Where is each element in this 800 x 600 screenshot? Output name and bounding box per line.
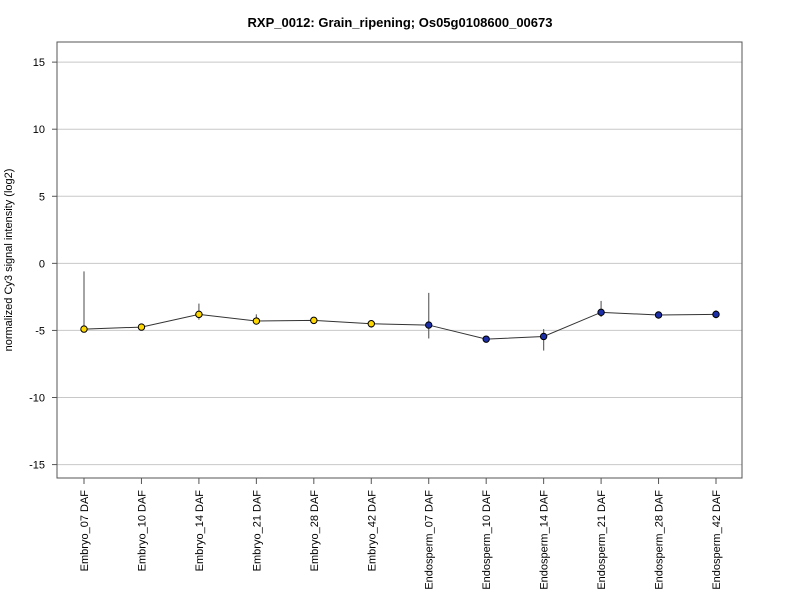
y-tick-label: 5 bbox=[39, 191, 45, 203]
plot-frame bbox=[56, 41, 743, 479]
y-tick-label: -15 bbox=[29, 460, 45, 472]
chart-title: RXP_0012: Grain_ripening; Os05g0108600_0… bbox=[248, 15, 553, 30]
x-tick-label: Endosperm_10 DAF bbox=[481, 490, 493, 590]
x-tick-label: Embryo_14 DAF bbox=[194, 490, 206, 572]
y-axis-label: normalized Cy3 signal intensity (log2) bbox=[3, 169, 15, 352]
x-tick-label: Endosperm_07 DAF bbox=[424, 490, 436, 590]
x-tick-label: Embryo_42 DAF bbox=[366, 490, 378, 572]
y-tick-label: -5 bbox=[35, 325, 45, 337]
x-tick-label: Endosperm_21 DAF bbox=[596, 490, 608, 590]
x-tick-label: Endosperm_14 DAF bbox=[539, 490, 551, 590]
y-tick-label: 0 bbox=[39, 258, 45, 270]
data-point bbox=[654, 311, 663, 319]
data-point bbox=[80, 325, 88, 333]
data-point bbox=[597, 308, 605, 317]
series-line bbox=[83, 311, 717, 340]
x-tick-label: Embryo_07 DAF bbox=[79, 490, 91, 572]
x-tick-label: Embryo_21 DAF bbox=[251, 490, 263, 572]
data-point bbox=[252, 317, 261, 325]
data-point bbox=[425, 321, 433, 329]
x-tick-label: Endosperm_42 DAF bbox=[711, 490, 723, 590]
grid bbox=[57, 61, 742, 466]
y-tick-label: -10 bbox=[29, 393, 45, 405]
x-tick-label: Endosperm_28 DAF bbox=[654, 490, 666, 590]
x-axis: Embryo_07 DAF Embryo_10 DAF Embryo_14 DAF E… bbox=[79, 478, 723, 590]
y-tick-label: 15 bbox=[33, 57, 45, 69]
error-bars bbox=[83, 271, 717, 351]
y-tick-label: 10 bbox=[33, 124, 45, 136]
y-axis: 15 10 5 0 -5 -10 -15 bbox=[29, 57, 57, 472]
data-point bbox=[482, 335, 490, 343]
data-point bbox=[539, 332, 548, 341]
data-point bbox=[712, 310, 720, 319]
data-point bbox=[367, 320, 375, 328]
x-tick-label: Embryo_10 DAF bbox=[136, 490, 148, 572]
x-tick-label: Embryo_28 DAF bbox=[309, 490, 321, 572]
data-series bbox=[80, 308, 720, 343]
data-point bbox=[310, 316, 318, 325]
data-point bbox=[195, 310, 203, 319]
data-point bbox=[137, 323, 146, 331]
